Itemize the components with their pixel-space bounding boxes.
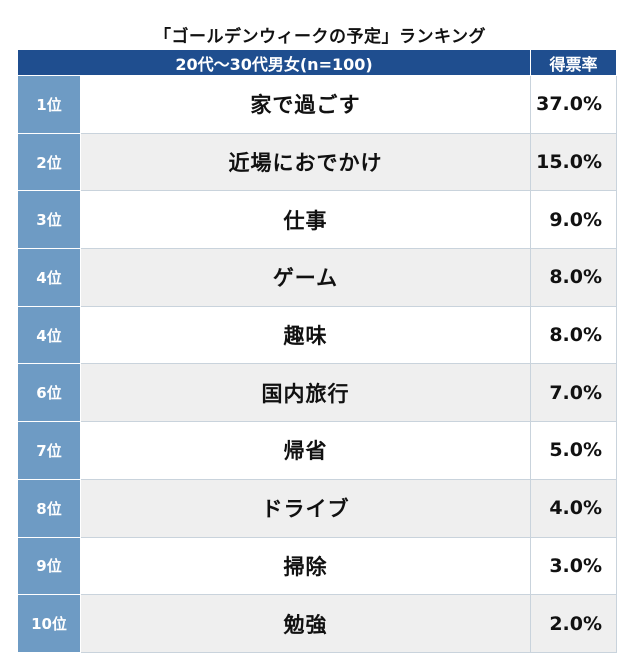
rate-cell: 8.0% xyxy=(530,248,618,307)
item-cell: ドライブ xyxy=(79,478,532,538)
rank-cell: 6位 xyxy=(17,363,81,423)
table-row: 10位 勉強 2.0% xyxy=(17,594,618,653)
rate-cell: 37.0% xyxy=(530,75,618,134)
rank-cell: 10位 xyxy=(17,594,81,653)
rate-cell: 3.0% xyxy=(530,536,618,596)
item-cell: 掃除 xyxy=(79,536,532,596)
rate-cell: 5.0% xyxy=(530,421,618,480)
rate-header: 得票率 xyxy=(530,49,618,76)
table-row: 2位 近場におでかけ 15.0% xyxy=(17,132,618,192)
rank-cell: 7位 xyxy=(17,421,81,480)
rank-cell: 4位 xyxy=(17,248,81,307)
rate-cell: 8.0% xyxy=(530,305,618,365)
table-body: 1位 家で過ごす 37.0% 2位 近場におでかけ 15.0% 3位 仕事 9.0% 4位 ゲーム 8… xyxy=(17,75,618,653)
table-row: 4位 趣味 8.0% xyxy=(17,305,618,365)
table-row: 9位 掃除 3.0% xyxy=(17,536,618,596)
item-cell: ゲーム xyxy=(79,248,532,307)
rate-cell: 7.0% xyxy=(530,363,618,423)
table-row: 7位 帰省 5.0% xyxy=(17,421,618,480)
item-cell: 趣味 xyxy=(79,305,532,365)
rank-cell: 8位 xyxy=(17,478,81,538)
table-row: 3位 仕事 9.0% xyxy=(17,190,618,250)
item-cell: 近場におでかけ xyxy=(79,132,532,192)
rank-cell: 9位 xyxy=(17,536,81,596)
item-cell: 帰省 xyxy=(79,421,532,480)
table-row: 6位 国内旅行 7.0% xyxy=(17,363,618,423)
rate-cell: 9.0% xyxy=(530,190,618,250)
item-cell: 仕事 xyxy=(79,190,532,250)
rank-cell: 2位 xyxy=(17,132,81,192)
table-row: 4位 ゲーム 8.0% xyxy=(17,248,618,307)
rank-cell: 3位 xyxy=(17,190,81,250)
item-cell: 家で過ごす xyxy=(79,75,532,134)
table-row: 1位 家で過ごす 37.0% xyxy=(17,75,618,134)
rate-cell: 15.0% xyxy=(530,132,618,192)
rate-cell: 2.0% xyxy=(530,594,618,653)
group-header: 20代〜30代男女(n=100) xyxy=(16,49,532,76)
rate-cell: 4.0% xyxy=(530,478,618,538)
table-row: 8位 ドライブ 4.0% xyxy=(17,478,618,538)
table-header-row: 20代〜30代男女(n=100) 得票率 xyxy=(16,49,618,76)
rank-cell: 4位 xyxy=(17,305,81,365)
item-cell: 国内旅行 xyxy=(79,363,532,423)
rank-cell: 1位 xyxy=(17,75,81,134)
item-cell: 勉強 xyxy=(79,594,532,653)
ranking-table: 20代〜30代男女(n=100) 得票率 1位 家で過ごす 37.0% 2位 近場におで… xyxy=(16,49,618,653)
chart-title: 「ゴールデンウィークの予定」ランキング xyxy=(154,27,486,47)
